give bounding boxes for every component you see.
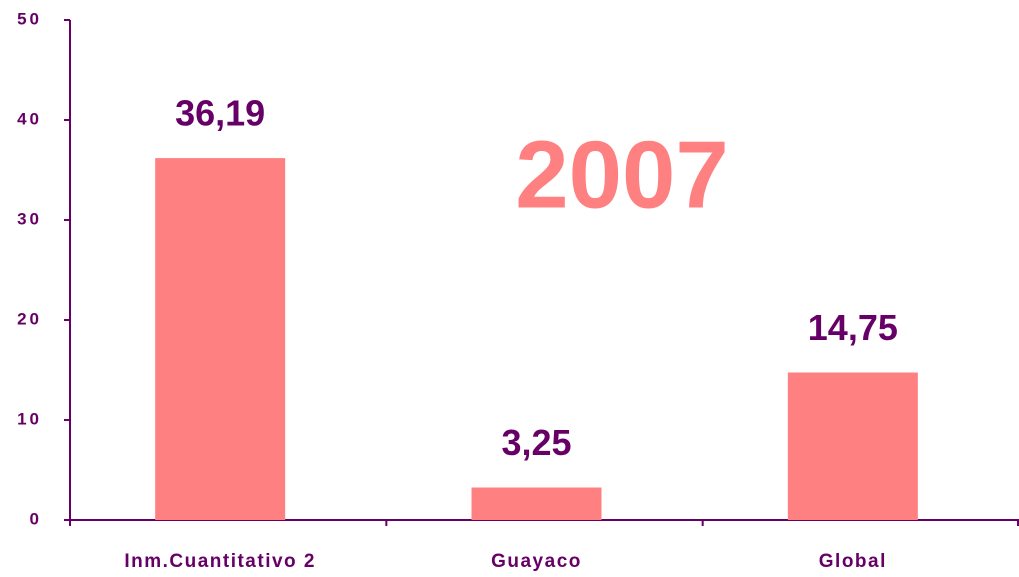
y-tick-label: 0 xyxy=(30,509,42,528)
y-tick-label: 10 xyxy=(17,409,42,428)
value-label: 36,19 xyxy=(175,93,265,134)
annotation: 2007 xyxy=(515,121,729,228)
value-label: 14,75 xyxy=(808,307,898,348)
x-tick-label: Global xyxy=(819,551,887,572)
bar xyxy=(155,158,286,520)
bar xyxy=(787,372,918,520)
bar xyxy=(471,487,602,520)
y-tick-label: 40 xyxy=(17,109,42,128)
value-label: 3,25 xyxy=(501,422,571,463)
x-tick-label: Guayaco xyxy=(491,551,582,572)
y-tick-label: 20 xyxy=(17,309,42,328)
y-tick-label: 50 xyxy=(17,9,42,28)
y-tick-label: 30 xyxy=(17,209,42,228)
x-tick-label: Inm.Cuantitativo 2 xyxy=(124,551,316,572)
